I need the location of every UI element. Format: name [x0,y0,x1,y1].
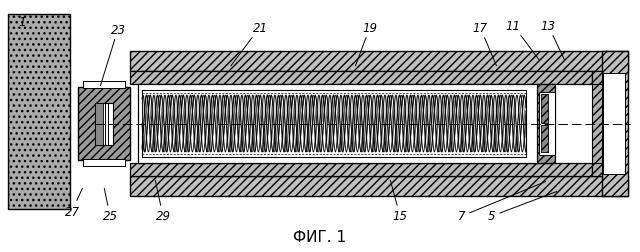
Bar [603,74,625,174]
Text: 5: 5 [488,192,557,223]
Bar [592,72,602,176]
Bar [138,85,538,163]
Bar [541,125,548,152]
Bar [130,163,592,176]
Text: 23: 23 [100,23,125,86]
Bar [592,72,602,85]
Text: 29: 29 [156,181,170,223]
Text: 21: 21 [231,21,268,67]
Text: ФИГ. 1: ФИГ. 1 [293,230,347,244]
Text: 15: 15 [390,181,408,223]
Bar [142,91,526,158]
Text: 1: 1 [19,15,26,28]
Text: 13: 13 [541,19,564,60]
Bar [83,159,125,166]
Bar [95,103,103,145]
Bar [602,52,628,196]
Bar [130,52,628,72]
Bar [83,82,125,89]
Bar [592,163,602,176]
Bar [130,176,628,196]
Text: 7: 7 [458,182,546,223]
Bar [8,15,70,209]
Text: 19: 19 [355,21,378,67]
Bar [95,103,113,145]
Text: 27: 27 [65,188,83,218]
Bar [78,88,130,160]
Text: 11: 11 [506,19,539,61]
Text: 17: 17 [472,21,497,67]
Bar [537,85,555,163]
Bar [130,72,592,85]
Text: 25: 25 [102,188,118,223]
Bar [539,93,555,155]
Bar [541,94,548,123]
